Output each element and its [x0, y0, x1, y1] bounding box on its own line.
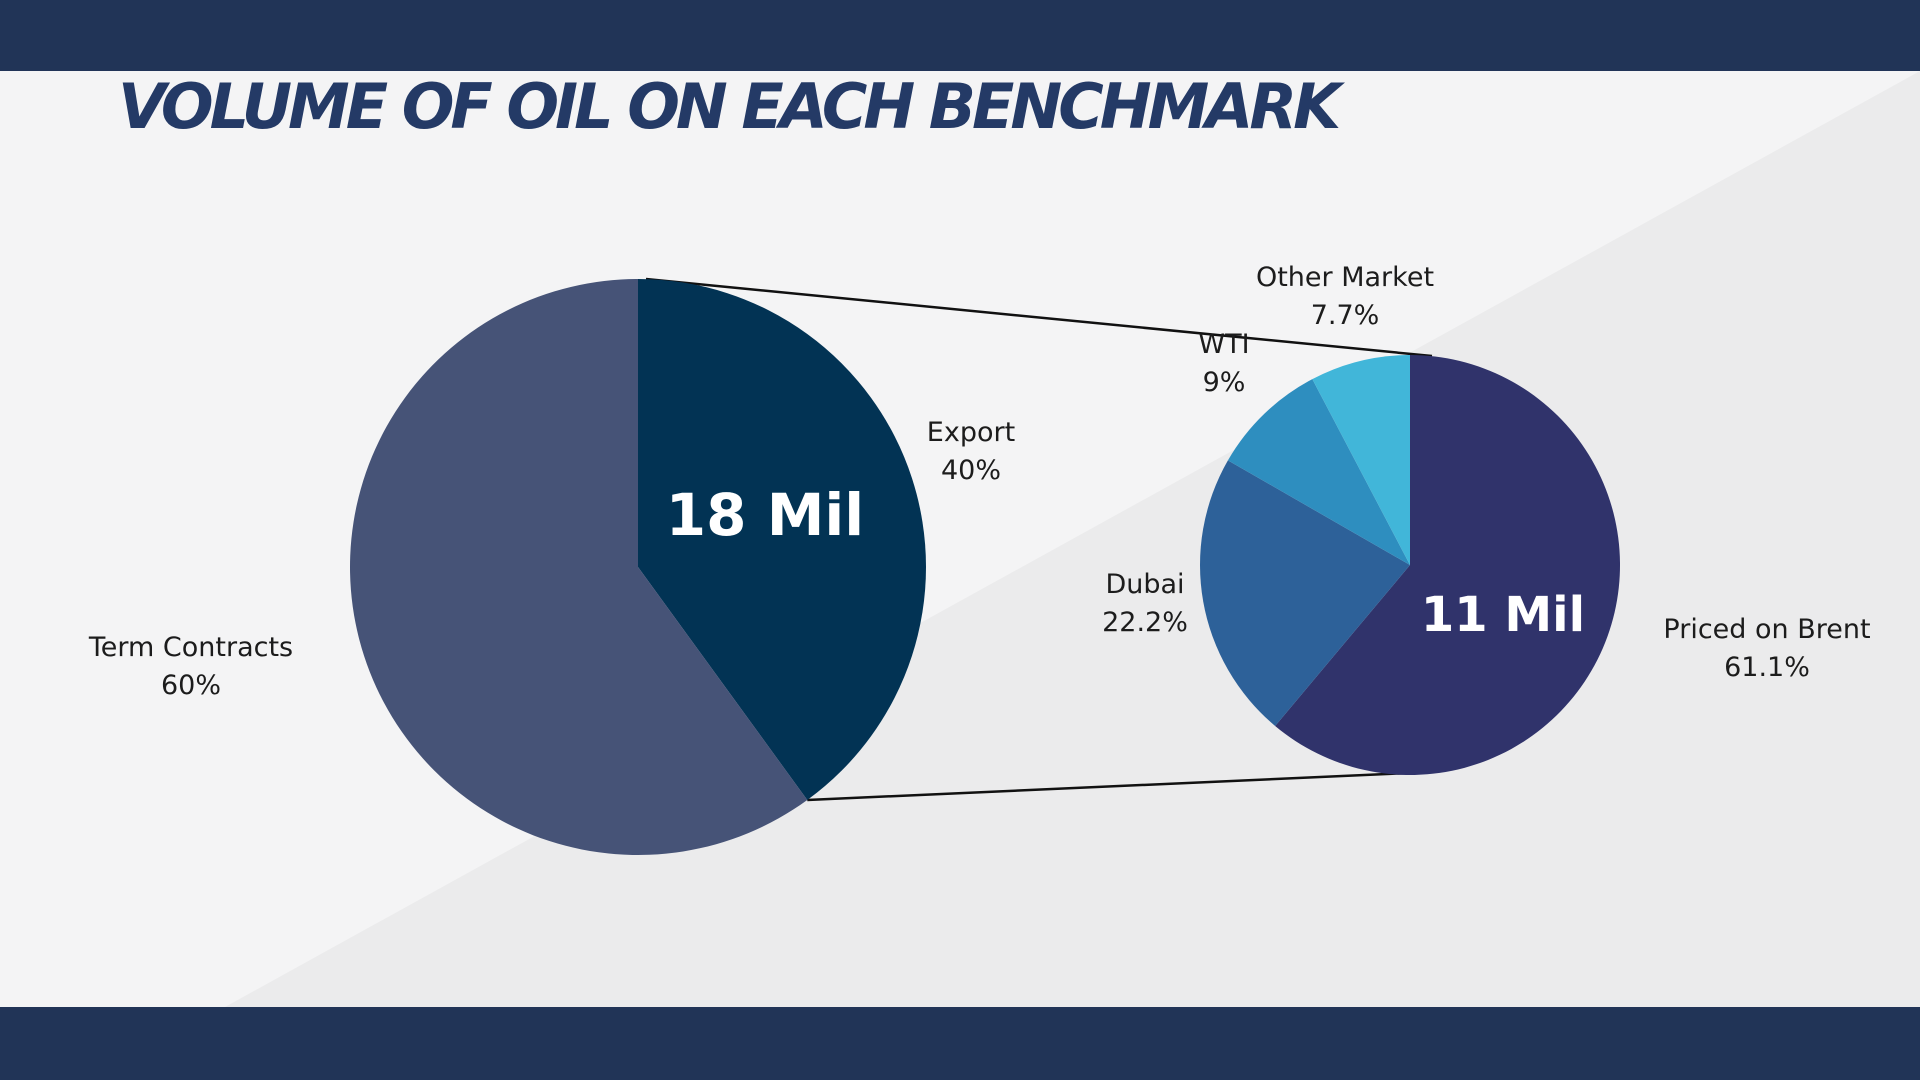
slice-value-export: 40% — [941, 455, 1001, 486]
connector-line-top — [645, 277, 1433, 358]
slice-name-term-contracts: Term Contracts — [88, 632, 293, 663]
slice-label-dubai: Dubai 22.2% — [1102, 569, 1188, 638]
connector-line-bottom — [807, 770, 1433, 802]
slice-label-term-contracts: Term Contracts 60% — [88, 632, 293, 701]
pie-slice-term-contracts — [350, 279, 808, 856]
slice-name-priced-on-brent: Priced on Brent — [1663, 614, 1870, 645]
slice-name-dubai: Dubai — [1105, 569, 1184, 600]
top-band — [0, 0, 1920, 71]
slice-labels: Export 40% Term Contracts 60% Priced on Bren… — [88, 262, 1871, 701]
connector-lines — [645, 277, 1433, 802]
slice-label-wti: WTI 9% — [1198, 329, 1249, 398]
pie-slice-priced-on-brent — [1275, 355, 1621, 776]
pie-slice-dubai — [1200, 460, 1410, 726]
slice-label-priced-on-brent: Priced on Brent 61.1% — [1663, 614, 1870, 683]
page-title: VOLUME OF OIL ON EACH BENCHMARK — [118, 70, 1341, 143]
slice-label-other-market: Other Market 7.7% — [1256, 262, 1434, 331]
pie-center-label: 11 Mil — [1421, 587, 1585, 643]
slice-name-other-market: Other Market — [1256, 262, 1434, 293]
pie-slice-wti — [1227, 379, 1410, 565]
slice-name-wti: WTI — [1198, 329, 1249, 360]
slice-value-priced-on-brent: 61.1% — [1724, 652, 1810, 683]
secondary-pie: 11 Mil — [1200, 355, 1621, 776]
slice-name-export: Export — [927, 417, 1015, 448]
slice-value-wti: 9% — [1203, 367, 1246, 398]
pie-center-label: 18 Mil — [666, 481, 864, 549]
slice-label-export: Export 40% — [927, 417, 1015, 486]
slice-value-term-contracts: 60% — [161, 670, 221, 701]
main-pie: 18 Mil — [350, 279, 927, 856]
pie-slice-export — [638, 279, 927, 800]
bottom-band — [0, 1007, 1920, 1080]
slice-value-dubai: 22.2% — [1102, 607, 1188, 638]
pie-slice-other-market — [1312, 355, 1410, 565]
slice-value-other-market: 7.7% — [1311, 300, 1380, 331]
